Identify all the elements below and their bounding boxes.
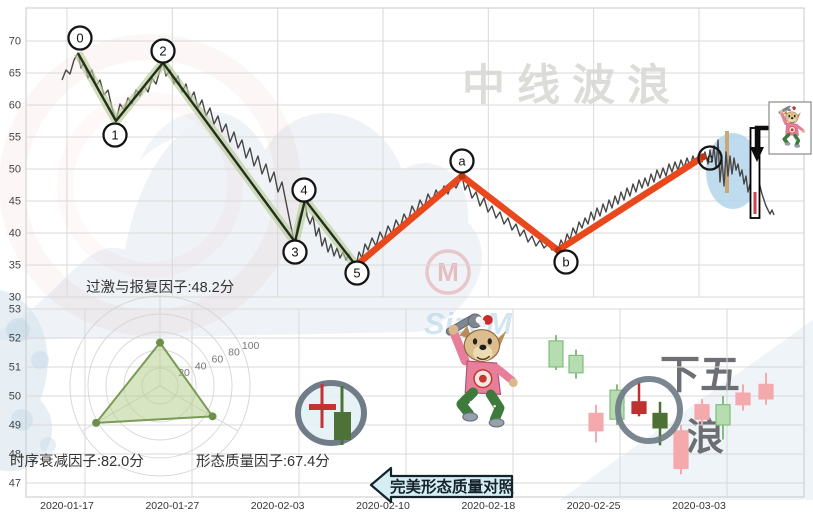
- candle-body-down: [674, 431, 688, 469]
- radar-vertex-dot: [209, 412, 217, 420]
- radar-polygon: [96, 343, 212, 423]
- candle-body-down: [759, 384, 773, 399]
- radar-ring-label: 40: [195, 360, 207, 372]
- radar-ring-label: 80: [228, 347, 240, 359]
- icon-red-candle-body: [309, 404, 336, 410]
- y-tick-label-bottom: 53: [9, 304, 21, 316]
- y-tick-label-top: 60: [9, 100, 21, 112]
- date-tick-label: 2020-02-03: [251, 500, 305, 512]
- radar-ring-label: 60: [212, 353, 224, 365]
- wave-label-1: 1: [111, 128, 118, 143]
- y-tick-label-bottom: 51: [9, 362, 21, 374]
- y-tick-label-top: 50: [9, 164, 21, 176]
- perfect-pattern-icon: [298, 383, 364, 445]
- y-tick-label-bottom: 47: [9, 478, 21, 490]
- date-tick-label: 2020-01-17: [40, 500, 94, 512]
- y-tick-label-top: 65: [9, 68, 21, 80]
- wave-label-0: 0: [76, 31, 83, 46]
- chart-canvas: 中线波浪 M SizeM 下五 浪 7065605550454035305352…: [0, 0, 813, 520]
- y-tick-label-top: 35: [9, 260, 21, 272]
- icon-green-candle-body: [334, 412, 351, 440]
- wave-streak-right: [560, 320, 813, 500]
- brand-m-logo-letter: M: [437, 257, 459, 287]
- wave-label-4: 4: [300, 183, 307, 198]
- date-tick-label: 2020-03-03: [672, 500, 726, 512]
- candle-body-up: [569, 355, 583, 372]
- wave-label-a: a: [458, 154, 466, 169]
- y-tick-label-top: 70: [9, 36, 21, 48]
- y-tick-label-bottom: 49: [9, 420, 21, 432]
- y-tick-label-top: 55: [9, 132, 21, 144]
- candle-body-down: [589, 413, 603, 430]
- wave-analysis-chart: 中线波浪 M SizeM 下五 浪 7065605550454035305352…: [0, 0, 813, 520]
- y-tick-label-top: 40: [9, 228, 21, 240]
- time-decay-factor-label: 时序衰减因子:82.0分: [10, 453, 144, 470]
- wave-label-c: c: [707, 151, 714, 166]
- candle-body-down: [736, 393, 750, 405]
- y-tick-label-top: 30: [9, 292, 21, 304]
- callout-arrow: 完美形态质量对照: [371, 468, 514, 502]
- wave-label-b: b: [562, 255, 569, 270]
- wave-label-5: 5: [353, 266, 360, 281]
- wave-label-2: 2: [159, 44, 166, 59]
- date-tick-label: 2020-02-25: [567, 500, 621, 512]
- candle-body-down: [695, 405, 709, 420]
- watermark-main: 中线波浪: [462, 62, 682, 110]
- candle-body-up: [549, 341, 563, 367]
- y-tick-label-bottom: 52: [9, 333, 21, 345]
- y-tick-label-top: 45: [9, 196, 21, 208]
- mini-dog-box: [769, 102, 811, 154]
- date-tick-label: 2020-02-10: [356, 500, 410, 512]
- candle-body-up: [716, 405, 730, 425]
- forecast-marker: [750, 128, 770, 218]
- date-tick-label: 2020-01-27: [145, 500, 199, 512]
- pattern-quality-factor-label: 形态质量因子:67.4分: [196, 453, 330, 470]
- candle-body-down: [632, 402, 646, 414]
- radar-vertex-dot: [92, 419, 100, 427]
- candle-magnifier-ring: [618, 379, 680, 441]
- wave-label-3: 3: [291, 245, 298, 260]
- callout-label: 完美形态质量对照: [390, 477, 515, 496]
- radar-ring-label: 100: [242, 340, 260, 352]
- pattern-icon-ring: [298, 383, 364, 443]
- elbow-arrow: [757, 128, 770, 148]
- candle-body-up: [653, 413, 667, 428]
- correction-vertex-dot: [699, 153, 706, 160]
- date-tick-label: 2020-02-18: [461, 500, 515, 512]
- overreaction-factor-label: 过激与报复因子:48.2分: [86, 278, 234, 296]
- y-tick-label-bottom: 50: [9, 391, 21, 403]
- radar-vertex-dot: [156, 339, 164, 347]
